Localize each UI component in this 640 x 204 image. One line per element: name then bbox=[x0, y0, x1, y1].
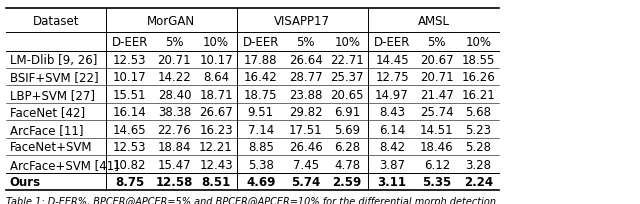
Text: 14.45: 14.45 bbox=[375, 53, 409, 67]
Text: 5.28: 5.28 bbox=[465, 140, 492, 153]
Text: 8.85: 8.85 bbox=[248, 140, 274, 153]
Text: 8.51: 8.51 bbox=[202, 175, 230, 188]
Text: 5.74: 5.74 bbox=[291, 175, 320, 188]
Text: 10.17: 10.17 bbox=[199, 53, 233, 67]
Text: 20.71: 20.71 bbox=[420, 71, 454, 84]
Text: 14.22: 14.22 bbox=[157, 71, 191, 84]
Text: 12.21: 12.21 bbox=[199, 140, 233, 153]
Text: 20.67: 20.67 bbox=[420, 53, 454, 67]
Text: 5.38: 5.38 bbox=[248, 158, 274, 171]
Text: 22.76: 22.76 bbox=[157, 123, 191, 136]
Text: Table 1: D-EER%, BPCER@APCER=5% and BPCER@APCER=10% for the differential morph d: Table 1: D-EER%, BPCER@APCER=5% and BPCE… bbox=[6, 196, 497, 204]
Text: 29.82: 29.82 bbox=[289, 106, 323, 119]
Text: 25.74: 25.74 bbox=[420, 106, 454, 119]
Text: 6.28: 6.28 bbox=[334, 140, 360, 153]
Text: 5%: 5% bbox=[428, 36, 446, 49]
Text: 18.71: 18.71 bbox=[199, 88, 233, 101]
Text: 10.17: 10.17 bbox=[113, 71, 147, 84]
Text: 17.51: 17.51 bbox=[289, 123, 323, 136]
Text: 28.40: 28.40 bbox=[157, 88, 191, 101]
Text: 8.43: 8.43 bbox=[379, 106, 405, 119]
Text: 10.82: 10.82 bbox=[113, 158, 147, 171]
Text: 5.69: 5.69 bbox=[334, 123, 360, 136]
Text: 6.14: 6.14 bbox=[379, 123, 405, 136]
Text: 16.26: 16.26 bbox=[461, 71, 495, 84]
Text: 12.53: 12.53 bbox=[113, 140, 147, 153]
Text: 18.84: 18.84 bbox=[157, 140, 191, 153]
Text: 12.58: 12.58 bbox=[156, 175, 193, 188]
Text: 15.51: 15.51 bbox=[113, 88, 147, 101]
Text: 7.14: 7.14 bbox=[248, 123, 274, 136]
Text: 7.45: 7.45 bbox=[292, 158, 319, 171]
Text: 22.71: 22.71 bbox=[330, 53, 364, 67]
Text: 16.23: 16.23 bbox=[199, 123, 233, 136]
Text: FaceNet+SVM: FaceNet+SVM bbox=[10, 140, 92, 153]
Text: 8.42: 8.42 bbox=[379, 140, 405, 153]
Text: 26.64: 26.64 bbox=[289, 53, 323, 67]
Text: 16.21: 16.21 bbox=[461, 88, 495, 101]
Text: 38.38: 38.38 bbox=[158, 106, 191, 119]
Text: FaceNet [42]: FaceNet [42] bbox=[10, 106, 84, 119]
Text: LM-Dlib [9, 26]: LM-Dlib [9, 26] bbox=[10, 53, 97, 67]
Text: 5.23: 5.23 bbox=[465, 123, 492, 136]
Text: 6.12: 6.12 bbox=[424, 158, 450, 171]
Text: 3.87: 3.87 bbox=[379, 158, 405, 171]
Text: 28.77: 28.77 bbox=[289, 71, 323, 84]
Text: 26.46: 26.46 bbox=[289, 140, 323, 153]
Text: 10%: 10% bbox=[203, 36, 229, 49]
Text: 18.46: 18.46 bbox=[420, 140, 454, 153]
Text: 15.47: 15.47 bbox=[157, 158, 191, 171]
Text: D-EER: D-EER bbox=[111, 36, 148, 49]
Text: 14.65: 14.65 bbox=[113, 123, 147, 136]
Text: 18.55: 18.55 bbox=[461, 53, 495, 67]
Text: 25.37: 25.37 bbox=[330, 71, 364, 84]
Text: 26.67: 26.67 bbox=[199, 106, 233, 119]
Text: 9.51: 9.51 bbox=[248, 106, 274, 119]
Text: LBP+SVM [27]: LBP+SVM [27] bbox=[10, 88, 95, 101]
Text: 14.51: 14.51 bbox=[420, 123, 454, 136]
Text: 2.59: 2.59 bbox=[333, 175, 362, 188]
Text: AMSL: AMSL bbox=[417, 14, 449, 28]
Text: 12.53: 12.53 bbox=[113, 53, 147, 67]
Text: 4.78: 4.78 bbox=[334, 158, 360, 171]
Text: BSIF+SVM [22]: BSIF+SVM [22] bbox=[10, 71, 98, 84]
Text: 20.65: 20.65 bbox=[330, 88, 364, 101]
Text: MorGAN: MorGAN bbox=[147, 14, 195, 28]
Text: 6.91: 6.91 bbox=[334, 106, 360, 119]
Text: 18.75: 18.75 bbox=[244, 88, 278, 101]
Text: 10%: 10% bbox=[334, 36, 360, 49]
Text: VISAPP17: VISAPP17 bbox=[275, 14, 330, 28]
Text: 2.24: 2.24 bbox=[464, 175, 493, 188]
Text: 21.47: 21.47 bbox=[420, 88, 454, 101]
Text: 3.11: 3.11 bbox=[378, 175, 406, 188]
Text: 14.97: 14.97 bbox=[375, 88, 409, 101]
Text: ArcFace+SVM [41]: ArcFace+SVM [41] bbox=[10, 158, 118, 171]
Text: 20.71: 20.71 bbox=[157, 53, 191, 67]
Text: Dataset: Dataset bbox=[33, 14, 79, 28]
Text: 23.88: 23.88 bbox=[289, 88, 323, 101]
Text: 3.28: 3.28 bbox=[465, 158, 492, 171]
Text: 10%: 10% bbox=[465, 36, 492, 49]
Text: 5.68: 5.68 bbox=[465, 106, 492, 119]
Text: 12.43: 12.43 bbox=[199, 158, 233, 171]
Text: D-EER: D-EER bbox=[374, 36, 410, 49]
Text: Ours: Ours bbox=[10, 175, 41, 188]
Text: 8.64: 8.64 bbox=[203, 71, 229, 84]
Text: ArcFace [11]: ArcFace [11] bbox=[10, 123, 83, 136]
Text: 5%: 5% bbox=[165, 36, 184, 49]
Text: 17.88: 17.88 bbox=[244, 53, 278, 67]
Text: 16.42: 16.42 bbox=[244, 71, 278, 84]
Text: 16.14: 16.14 bbox=[113, 106, 147, 119]
Text: 12.75: 12.75 bbox=[375, 71, 409, 84]
Text: 4.69: 4.69 bbox=[246, 175, 275, 188]
Text: D-EER: D-EER bbox=[243, 36, 279, 49]
Text: 8.75: 8.75 bbox=[115, 175, 144, 188]
Text: 5.35: 5.35 bbox=[422, 175, 451, 188]
Text: 5%: 5% bbox=[296, 36, 315, 49]
